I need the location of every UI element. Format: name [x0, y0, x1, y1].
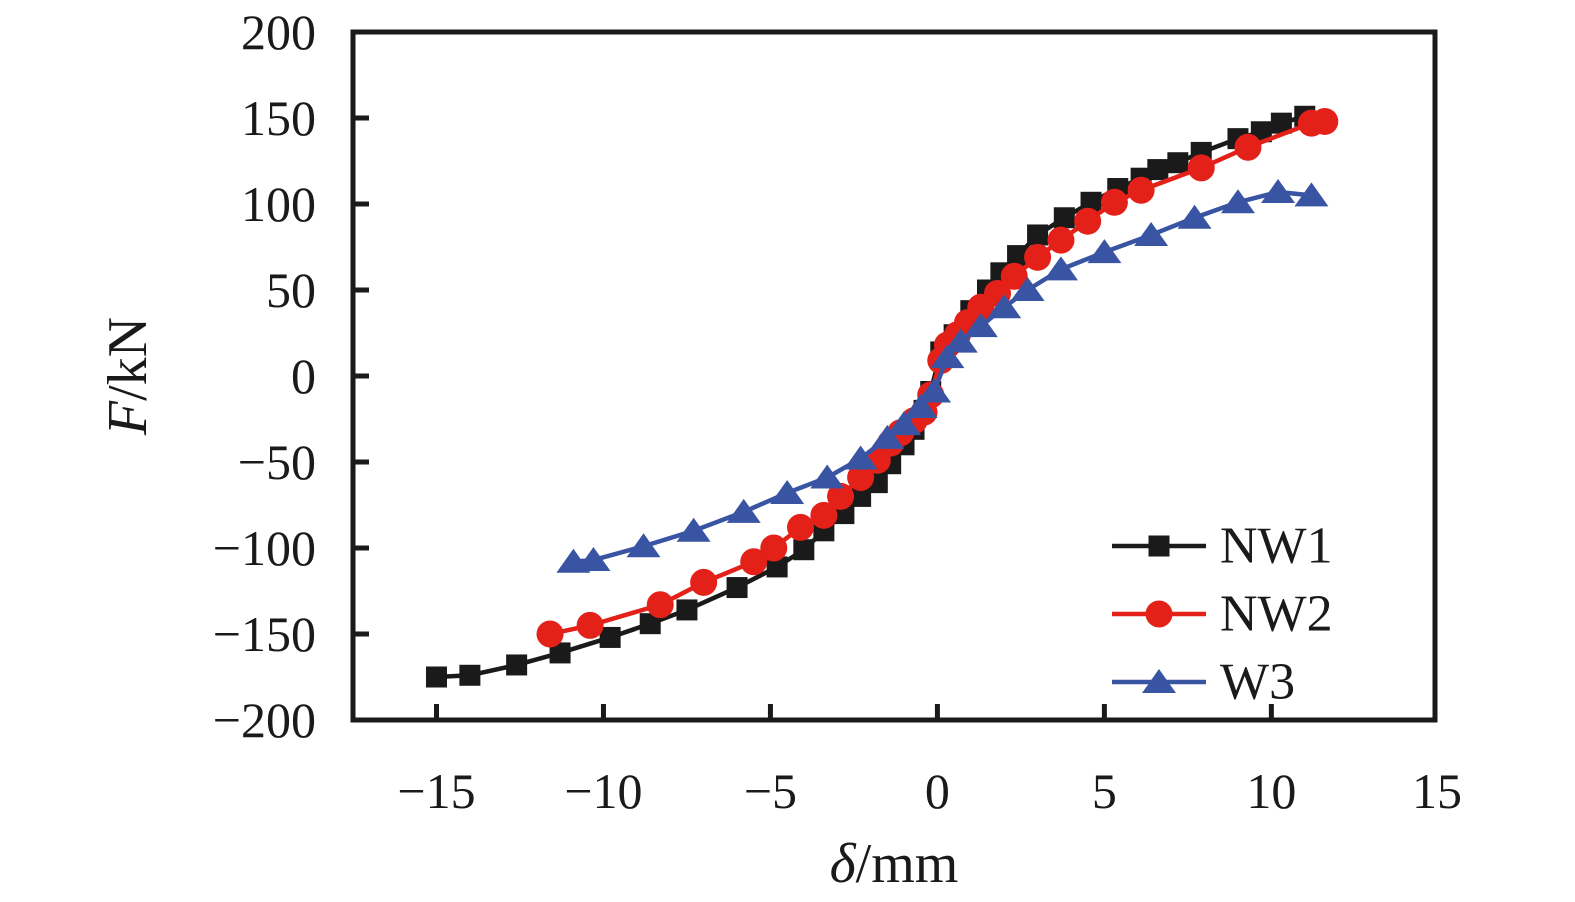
circle-marker: [1145, 600, 1173, 628]
legend: NW1 NW2 W3: [1112, 518, 1333, 711]
circle-marker: [1311, 107, 1339, 135]
legend-label-NW2: NW2: [1220, 586, 1333, 643]
y-axis-title: F/kN: [97, 317, 159, 436]
triangle-marker: [810, 464, 845, 489]
triangle-marker: [1010, 277, 1045, 301]
circle-marker: [847, 463, 875, 491]
triangle-marker: [1294, 182, 1329, 207]
square-marker: [793, 539, 815, 561]
series-line-W3: [573, 189, 1312, 565]
square-marker: [425, 666, 447, 688]
x-tick-label: 10: [1246, 763, 1296, 819]
triangle-marker: [1134, 221, 1169, 246]
x-tick-label: 5: [1092, 763, 1117, 819]
triangle-marker: [1220, 189, 1255, 214]
triangle-marker: [943, 328, 978, 353]
square-marker: [1007, 245, 1029, 267]
triangle-marker: [987, 294, 1022, 319]
square-marker: [676, 599, 698, 621]
circle-marker: [1127, 176, 1155, 204]
circle-marker: [1024, 243, 1052, 271]
square-marker: [1270, 112, 1292, 134]
square-marker: [1080, 191, 1102, 213]
circle-marker: [536, 620, 564, 648]
square-marker: [549, 642, 571, 664]
triangle-marker: [930, 344, 965, 369]
square-marker: [1027, 224, 1049, 246]
x-tick-label: −10: [564, 763, 642, 819]
triangle-marker: [887, 411, 922, 436]
y-tick-label: 200: [241, 4, 316, 60]
triangle-marker: [1142, 669, 1176, 693]
triangle-marker: [903, 393, 938, 418]
legend-row-NW1: NW1: [1112, 518, 1333, 575]
square-marker: [639, 613, 661, 635]
x-axis-title: δ/mm: [830, 833, 959, 895]
triangle-marker: [917, 378, 952, 403]
square-marker: [726, 577, 748, 599]
axis-ticks: −15 −10 −5 0 5 10 15−200−150−100−5005010015020…: [213, 4, 1462, 819]
x-tick-label: −15: [397, 763, 475, 819]
circle-marker: [1074, 207, 1102, 235]
plot-border: [350, 29, 1438, 723]
square-marker: [599, 626, 621, 648]
square-marker: [766, 556, 788, 578]
y-tick-label: 0: [291, 348, 316, 404]
square-marker: [1053, 207, 1075, 229]
square-marker: [1148, 535, 1170, 557]
y-tick-label: −100: [213, 520, 316, 576]
triangle-marker: [1261, 178, 1296, 203]
legend-row-NW2: NW2: [1112, 586, 1333, 643]
x-tick-label: −5: [744, 763, 797, 819]
triangle-marker: [726, 498, 761, 523]
circle-marker: [1187, 154, 1215, 182]
triangle-marker: [576, 547, 611, 572]
square-marker: [459, 664, 481, 686]
x-tick-label: 15: [1412, 763, 1462, 819]
triangle-marker: [626, 533, 661, 558]
triangle-marker: [1177, 204, 1212, 229]
series-W3: [556, 178, 1329, 573]
circle-marker: [1047, 226, 1075, 254]
square-marker: [506, 654, 528, 676]
square-marker: [1167, 152, 1189, 174]
series-line-NW1: [436, 114, 1306, 680]
circle-marker: [646, 591, 674, 619]
legend-label-W3: W3: [1220, 654, 1295, 711]
triangle-marker: [843, 445, 878, 470]
circle-marker: [810, 501, 838, 529]
y-tick-label: 100: [241, 176, 316, 232]
legend-label-NW1: NW1: [1220, 518, 1333, 575]
y-tick-label: 50: [266, 262, 316, 318]
triangle-marker: [770, 479, 805, 504]
circle-marker: [576, 611, 604, 639]
triangle-marker: [870, 424, 905, 449]
square-marker: [1147, 159, 1169, 181]
circle-marker: [690, 568, 718, 596]
circle-marker: [786, 513, 814, 541]
y-tick-label: −50: [238, 434, 316, 490]
circle-marker: [1000, 262, 1028, 290]
circle-marker: [740, 548, 768, 576]
legend-row-W3: W3: [1112, 654, 1295, 711]
circle-marker: [827, 482, 855, 510]
y-tick-label: −200: [213, 692, 316, 748]
y-tick-label: −150: [213, 606, 316, 662]
y-tick-label: 150: [241, 90, 316, 146]
square-marker: [850, 485, 872, 507]
triangle-marker: [676, 517, 711, 542]
triangle-marker: [1043, 256, 1078, 281]
series-NW1: [425, 105, 1316, 688]
circle-marker: [760, 534, 788, 562]
triangle-marker: [963, 313, 998, 338]
x-tick-label: 0: [925, 763, 950, 819]
triangle-marker: [1087, 239, 1122, 264]
circle-marker: [1234, 133, 1262, 161]
circle-marker: [1100, 188, 1128, 216]
